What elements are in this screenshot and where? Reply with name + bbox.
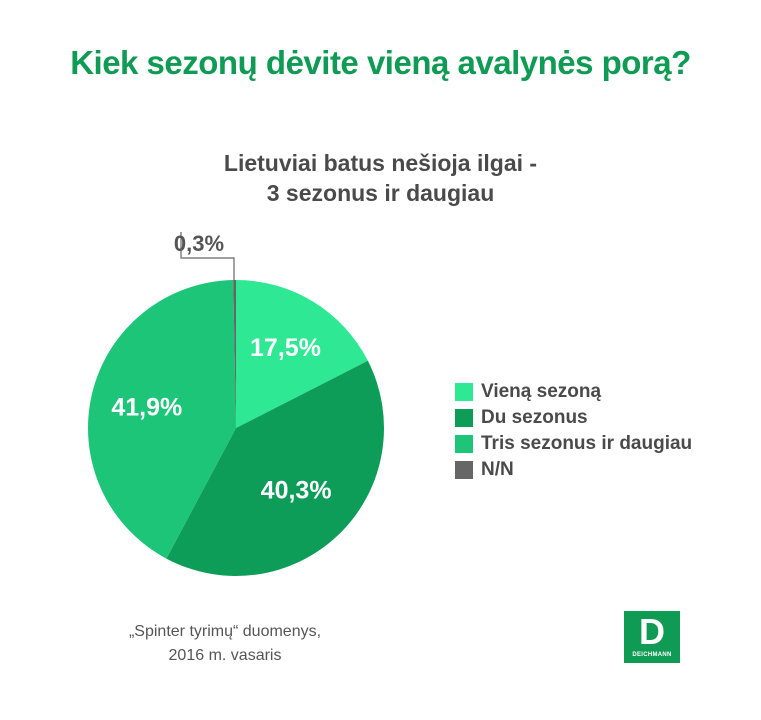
legend-item-viena-sezona: Vieną sezoną xyxy=(455,380,692,404)
legend-item-nn: N/N xyxy=(455,458,692,482)
legend-item-tris-sezonus: Tris sezonus ir daugiau xyxy=(455,432,692,456)
chart-subtitle: Lietuviai batus nešioja ilgai - 3 sezonu… xyxy=(0,148,761,208)
logo-letter: D xyxy=(639,611,665,652)
slice-value-label: 17,5% xyxy=(250,334,321,362)
pie-slice xyxy=(88,280,236,559)
legend-label: Vieną sezoną xyxy=(481,381,602,402)
source-line-1: „Spinter tyrimų“ duomenys, xyxy=(128,623,322,640)
callout-line xyxy=(180,232,235,280)
slice-value-label: 0,3% xyxy=(174,231,224,256)
slice-value-label: 40,3% xyxy=(261,476,332,504)
pie-slice xyxy=(166,360,384,577)
subtitle-line-1: Lietuviai batus nešioja ilgai - xyxy=(223,150,538,176)
legend-label: Tris sezonus ir daugiau xyxy=(481,433,693,454)
legend-label: N/N xyxy=(481,459,514,480)
slice-value-label: 41,9% xyxy=(111,394,182,422)
chart-title: Kiek sezonų dėvite vieną avalynės porą? xyxy=(70,44,691,81)
legend-item-du-sezonus: Du sezonus xyxy=(455,406,692,430)
legend: Vieną sezoną Du sezonus Tris sezonus ir … xyxy=(455,380,692,484)
pie-slice xyxy=(236,280,368,428)
legend-swatch xyxy=(455,383,473,401)
legend-swatch xyxy=(455,435,473,453)
deichmann-logo: D DEICHMANN xyxy=(624,611,680,663)
legend-swatch xyxy=(455,461,473,479)
legend-swatch xyxy=(455,409,473,427)
legend-label: Du sezonus xyxy=(481,407,588,428)
pie-slice xyxy=(233,280,236,428)
logo-text: DEICHMANN xyxy=(632,652,672,658)
source-line-2: 2016 m. vasaris xyxy=(168,647,282,664)
subtitle-line-2: 3 sezonus ir daugiau xyxy=(266,180,495,206)
source-note: „Spinter tyrimų“ duomenys, 2016 m. vasar… xyxy=(100,620,350,668)
